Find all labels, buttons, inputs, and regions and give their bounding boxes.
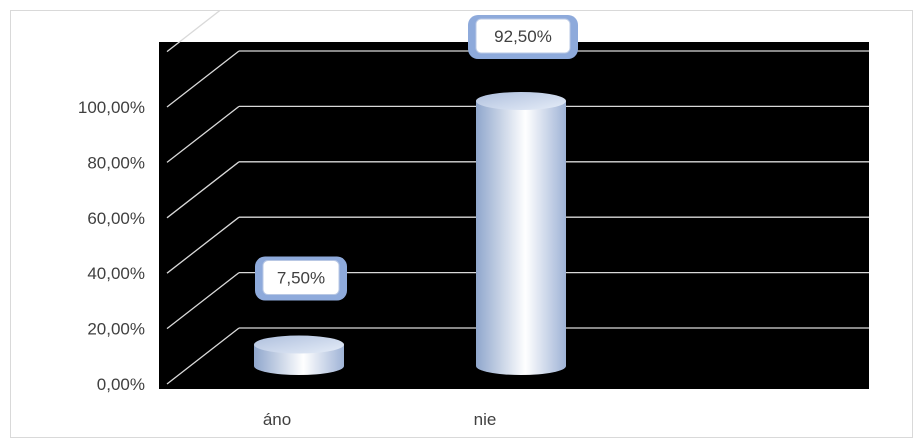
y-tick-label: 0,00% [97, 375, 145, 394]
gridline-diagonal [166, 216, 240, 274]
bar-top [254, 335, 344, 354]
y-tick-label: 100,00% [78, 98, 145, 117]
bar-top [476, 92, 566, 110]
chart-frame: 0,00% 20,00% 40,00% 60,00% 80,00% 100,00% 7,5… [10, 0, 913, 438]
y-tick-label: 40,00% [87, 264, 145, 283]
data-label: 92,50% [494, 27, 552, 46]
data-label-box [475, 18, 571, 54]
data-label: 7,50% [277, 269, 325, 288]
gridline-diagonal [166, 50, 240, 108]
data-labels: 7,50% 92,50% [255, 15, 578, 301]
gridline-diagonal [166, 327, 240, 385]
y-tick-label: 60,00% [87, 209, 145, 228]
gridline-diagonal [166, 105, 240, 163]
y-tick-label: 20,00% [87, 320, 145, 339]
bar-chart: 0,00% 20,00% 40,00% 60,00% 80,00% 100,00% 7,5… [78, 0, 869, 429]
x-tick-label: nie [474, 410, 497, 429]
x-axis-ticks: áno nie [263, 410, 497, 429]
gridline-diagonal [166, 272, 240, 330]
bar [476, 101, 566, 375]
y-tick-label: 80,00% [87, 153, 145, 172]
data-label-box [262, 260, 340, 296]
gridline-diagonal [166, 161, 240, 219]
bars [254, 92, 566, 375]
y-axis-ticks: 0,00% 20,00% 40,00% 60,00% 80,00% 100,00% [78, 98, 145, 394]
x-tick-label: áno [263, 410, 291, 429]
